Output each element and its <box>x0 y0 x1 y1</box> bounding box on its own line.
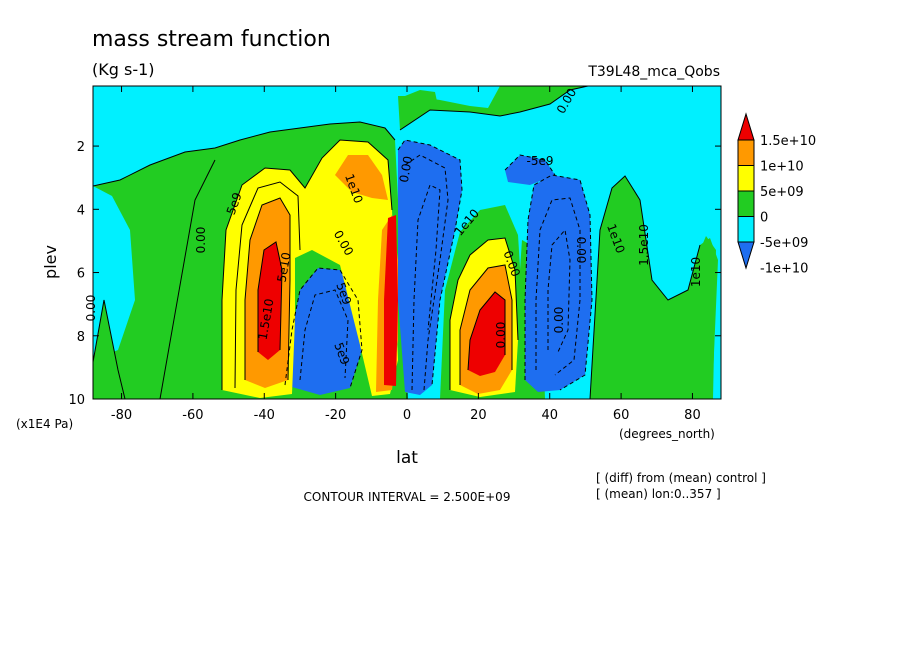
colorbar-label: -1e+10 <box>760 262 808 277</box>
contour-line <box>399 86 589 131</box>
contour-line <box>93 121 396 187</box>
contour-line-neg <box>397 139 463 386</box>
region-zero <box>93 300 125 399</box>
contour-line-neg <box>299 289 349 381</box>
x-tick-label: -40 <box>254 408 275 423</box>
y-tick-label: 6 <box>77 267 85 282</box>
colorbar-segment <box>737 216 755 243</box>
contour-line <box>589 175 701 399</box>
y-axis-label: plev <box>41 245 60 279</box>
colorbar-label: 1.5e+10 <box>760 134 816 149</box>
contour-line <box>459 264 513 385</box>
contour-label: 1e10 <box>689 257 703 287</box>
colorbar-top-arrow <box>737 112 755 141</box>
contour-line-neg <box>284 267 363 389</box>
colorbar-label: 1e+10 <box>760 160 804 175</box>
contour-label: 0.00 <box>397 155 415 184</box>
note-mean: [ (mean) lon:0..357 ] <box>596 487 721 501</box>
contour-label: 1.5e10 <box>637 224 651 266</box>
chart-title: mass stream function <box>92 27 331 52</box>
x-tick-label: -80 <box>111 408 132 423</box>
contour-line-neg <box>524 174 593 391</box>
y-tick-label: 4 <box>77 203 85 218</box>
x-axis-label: lat <box>396 448 418 468</box>
x-tick-label: 20 <box>470 408 487 423</box>
colorbar-label: 0 <box>760 211 768 226</box>
y-axis: 2 4 6 8 10 <box>68 140 721 408</box>
region-neg <box>505 155 555 185</box>
colorbar-segment <box>737 165 755 192</box>
contour-label: 0.00 <box>194 227 208 254</box>
region-pos-max <box>384 215 398 386</box>
region-zero <box>690 236 716 399</box>
contour-label: 0.00 <box>574 237 588 264</box>
contour-fills <box>93 86 721 399</box>
contour-label: 0.00 <box>494 322 508 349</box>
contour-line <box>257 241 283 352</box>
contour-line <box>93 299 126 399</box>
note-diff: [ (diff) from (mean) control ] <box>596 471 766 485</box>
contour-line <box>159 159 216 399</box>
y-axis-units: (x1E4 Pa) <box>16 417 73 431</box>
contour-line <box>221 139 393 390</box>
colorbar: 1.5e+10 1e+10 5e+09 0 -5e+09 -1e+10 <box>737 112 816 277</box>
x-tick-label: -60 <box>182 408 203 423</box>
colorbar-segment <box>737 139 755 166</box>
x-tick-label: 0 <box>403 408 411 423</box>
contour-line <box>244 197 291 381</box>
colorbar-segment <box>737 190 755 217</box>
contour-interval: CONTOUR INTERVAL = 2.500E+09 <box>304 490 511 504</box>
x-axis-units: (degrees_north) <box>619 427 715 441</box>
chart-units: (Kg s-1) <box>92 60 155 79</box>
region-zero <box>405 90 438 108</box>
region-pos-max <box>468 292 505 376</box>
region-pos <box>335 155 388 200</box>
region-neg <box>398 140 462 395</box>
x-tick-label: 60 <box>613 408 630 423</box>
region-zero <box>590 176 718 399</box>
y-tick-label: 8 <box>77 330 85 345</box>
contour-line <box>234 181 301 389</box>
contour-label: 5e10 <box>275 251 294 283</box>
x-tick-label: -20 <box>325 408 346 423</box>
region-neg <box>525 175 592 392</box>
colorbar-bottom-arrow <box>737 241 755 270</box>
x-tick-label: 80 <box>684 408 701 423</box>
region-zero <box>398 86 588 130</box>
contour-label: -5e9 <box>527 154 554 168</box>
contour-line-neg <box>504 154 556 176</box>
contour-line-neg <box>404 154 449 391</box>
contour-line <box>449 237 519 390</box>
y-tick-label: 10 <box>68 393 85 408</box>
region-neg <box>285 268 362 395</box>
colorbar-label: -5e+09 <box>760 236 808 251</box>
contour-line-neg <box>535 197 581 376</box>
region-zero <box>160 160 215 399</box>
run-label: T39L48_mca_Qobs <box>587 64 720 80</box>
x-tick-label: 40 <box>541 408 558 423</box>
contour-line-neg <box>547 228 571 353</box>
contour-label: 0.00 <box>552 307 566 334</box>
y-tick-label: 2 <box>77 140 85 155</box>
contour-line <box>467 291 506 371</box>
contour-labels: 5e90.001.5e105e101e100.005e91e100.005e90… <box>84 86 703 367</box>
x-axis: -80 -60 -40 -20 0 20 40 60 80 <box>111 86 701 423</box>
contour-label: 0.00 <box>84 295 98 322</box>
region-pos-max <box>258 242 282 360</box>
colorbar-label: 5e+09 <box>760 185 804 200</box>
